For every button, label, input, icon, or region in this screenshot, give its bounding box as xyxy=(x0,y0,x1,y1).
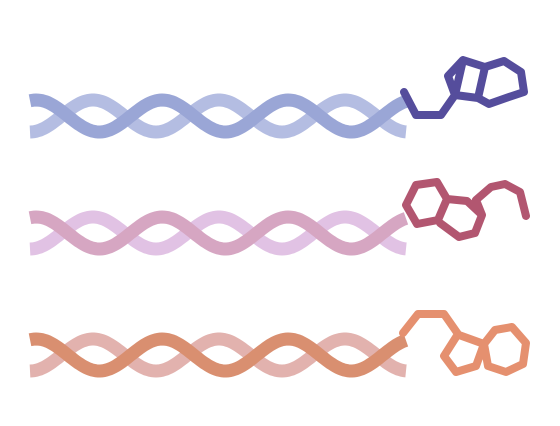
row-orange xyxy=(28,310,530,378)
dna-strand-back xyxy=(29,332,407,378)
dna-strand-front xyxy=(28,332,409,378)
indole-icon xyxy=(402,178,530,241)
dna-strand-front xyxy=(28,210,409,256)
dna-strand-front xyxy=(28,93,409,139)
row-pink xyxy=(28,178,530,256)
row-blue xyxy=(28,56,528,139)
indole-icon xyxy=(399,310,530,376)
dna-strand-back xyxy=(29,93,407,139)
dna-strand-back xyxy=(29,210,407,256)
indole-icon xyxy=(400,56,528,119)
